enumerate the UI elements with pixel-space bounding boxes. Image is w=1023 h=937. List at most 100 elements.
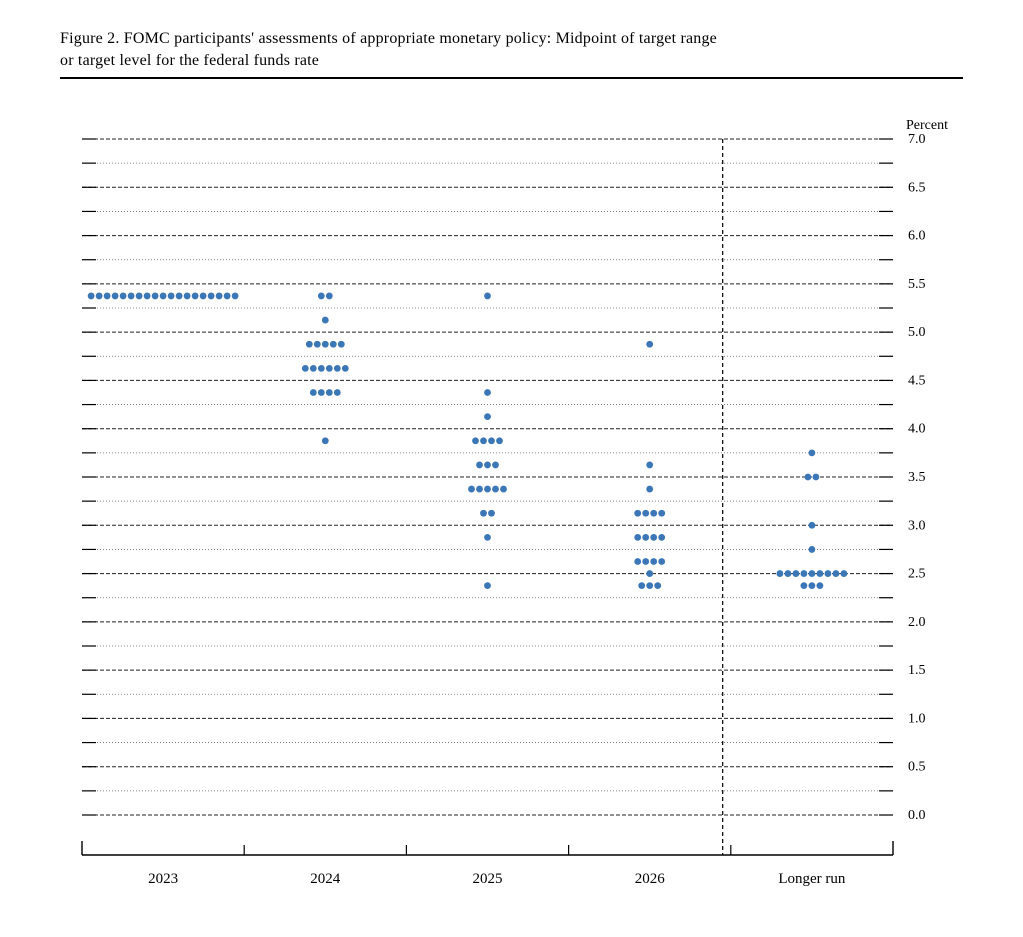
dot xyxy=(793,570,800,577)
svg-text:0.0: 0.0 xyxy=(908,808,926,823)
dot xyxy=(801,582,808,589)
dot xyxy=(484,413,491,420)
dot xyxy=(646,570,653,577)
svg-text:4.0: 4.0 xyxy=(908,422,926,437)
dot xyxy=(650,558,657,565)
dot xyxy=(330,341,337,348)
dot xyxy=(112,293,119,300)
svg-text:2024: 2024 xyxy=(310,871,341,887)
dot xyxy=(833,570,840,577)
dot xyxy=(480,510,487,517)
dot xyxy=(777,570,784,577)
dot xyxy=(634,558,641,565)
dot xyxy=(650,510,657,517)
dot xyxy=(809,546,816,553)
dot xyxy=(472,438,479,445)
dot xyxy=(334,365,341,372)
dot xyxy=(322,438,329,445)
dot xyxy=(184,293,191,300)
dot xyxy=(310,389,317,396)
dot xyxy=(817,582,824,589)
chart: Percent0.00.51.01.52.02.53.03.54.04.55.0… xyxy=(60,115,963,915)
dot xyxy=(484,389,491,396)
dot xyxy=(144,293,151,300)
svg-text:2.5: 2.5 xyxy=(908,567,926,582)
dot xyxy=(476,462,483,469)
dot xyxy=(322,317,329,324)
dot xyxy=(334,389,341,396)
dot xyxy=(638,582,645,589)
svg-text:Percent: Percent xyxy=(906,118,948,133)
dot xyxy=(809,522,816,529)
dot xyxy=(813,474,820,481)
dot xyxy=(152,293,159,300)
dot xyxy=(302,365,309,372)
dot xyxy=(646,341,653,348)
dot xyxy=(642,510,649,517)
dot xyxy=(646,582,653,589)
dot xyxy=(825,570,832,577)
dot xyxy=(338,341,345,348)
dot xyxy=(809,582,816,589)
dot xyxy=(310,365,317,372)
dot xyxy=(785,570,792,577)
dot xyxy=(168,293,175,300)
figure-container: Figure 2. FOMC participants' assessments… xyxy=(0,0,1023,937)
dot xyxy=(136,293,143,300)
dot xyxy=(120,293,127,300)
svg-text:0.5: 0.5 xyxy=(908,760,926,775)
chart-svg: Percent0.00.51.01.52.02.53.03.54.04.55.0… xyxy=(60,115,963,915)
dot xyxy=(192,293,199,300)
dot xyxy=(216,293,223,300)
dot xyxy=(634,534,641,541)
dot xyxy=(322,341,329,348)
dot xyxy=(476,486,483,493)
dot xyxy=(801,570,808,577)
svg-text:2025: 2025 xyxy=(473,871,503,887)
dot xyxy=(318,365,325,372)
dot xyxy=(634,510,641,517)
dot xyxy=(654,582,661,589)
dot xyxy=(468,486,475,493)
dot xyxy=(200,293,207,300)
dot xyxy=(841,570,848,577)
dot xyxy=(342,365,349,372)
dot xyxy=(88,293,95,300)
svg-text:5.5: 5.5 xyxy=(908,277,926,292)
figure-title-line1: Figure 2. FOMC participants' assessments… xyxy=(60,28,963,50)
svg-text:Longer run: Longer run xyxy=(778,871,846,887)
dot xyxy=(484,462,491,469)
dot xyxy=(160,293,167,300)
dot xyxy=(128,293,135,300)
dot xyxy=(326,365,333,372)
dot xyxy=(484,534,491,541)
dot xyxy=(809,570,816,577)
dot xyxy=(480,438,487,445)
dot xyxy=(224,293,231,300)
dot xyxy=(642,534,649,541)
dot xyxy=(650,534,657,541)
dot xyxy=(484,486,491,493)
dot xyxy=(104,293,111,300)
svg-text:6.5: 6.5 xyxy=(908,180,926,195)
dot xyxy=(500,486,507,493)
svg-text:2026: 2026 xyxy=(635,871,666,887)
dot xyxy=(232,293,239,300)
dot xyxy=(314,341,321,348)
dot xyxy=(208,293,215,300)
dot xyxy=(96,293,103,300)
svg-text:5.0: 5.0 xyxy=(908,325,926,340)
figure-title-line2: or target level for the federal funds ra… xyxy=(60,50,963,72)
dot xyxy=(492,486,499,493)
dot xyxy=(492,462,499,469)
dot xyxy=(658,510,665,517)
dot xyxy=(318,293,325,300)
svg-text:3.5: 3.5 xyxy=(908,470,926,485)
svg-text:3.0: 3.0 xyxy=(908,518,926,533)
dot xyxy=(658,534,665,541)
dot xyxy=(484,582,491,589)
dot xyxy=(326,389,333,396)
dot xyxy=(306,341,313,348)
svg-text:1.5: 1.5 xyxy=(908,663,926,678)
dot xyxy=(496,438,503,445)
